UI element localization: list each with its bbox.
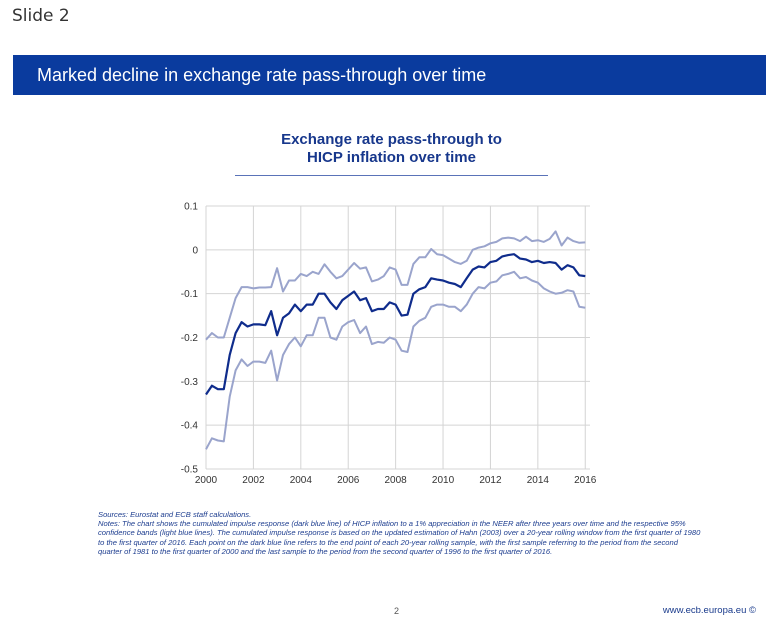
chart-title: Exchange rate pass-through to HICP infla… — [235, 131, 548, 167]
x-tick-label: 2006 — [337, 475, 360, 486]
x-tick-label: 2008 — [385, 475, 408, 486]
x-tick-label: 2016 — [574, 475, 597, 486]
x-tick-label: 2014 — [527, 475, 550, 486]
x-tick-label: 2004 — [290, 475, 313, 486]
upper-band-line — [205, 230, 586, 341]
x-tick-label: 2000 — [195, 475, 218, 486]
website-link[interactable]: www.ecb.europa.eu © — [662, 605, 756, 616]
y-tick-label: 0 — [192, 245, 198, 256]
page-number: 2 — [394, 606, 400, 616]
x-tick-label: 2010 — [432, 475, 455, 486]
x-tick-label: 2002 — [242, 475, 265, 486]
sources-note: Sources: Eurostat and ECB staff calculat… — [98, 510, 252, 519]
y-tick-label: -0.3 — [181, 377, 199, 388]
slide-title: Marked decline in exchange rate pass-thr… — [37, 65, 487, 85]
y-tick-label: -0.2 — [181, 333, 199, 344]
x-tick-label: 2012 — [479, 475, 502, 486]
y-tick-label: 0.1 — [184, 202, 198, 213]
chart-notes: Sources: Eurostat and ECB staff calculat… — [98, 510, 702, 556]
lower-band-line — [205, 270, 586, 450]
title-banner: Marked decline in exchange rate pass-thr… — [13, 55, 766, 95]
impulse-response-line — [205, 253, 586, 396]
chart-title-line-2: HICP inflation over time — [307, 149, 476, 166]
y-tick-label: -0.5 — [181, 465, 199, 476]
y-tick-label: -0.4 — [181, 421, 199, 432]
slide-label: Slide 2 — [12, 6, 70, 26]
title-divider — [235, 175, 548, 176]
chart-title-line-1: Exchange rate pass-through to — [281, 131, 502, 148]
notes-text: Notes: The chart shows the cumulated imp… — [98, 519, 701, 556]
y-tick-label: -0.1 — [181, 289, 199, 300]
